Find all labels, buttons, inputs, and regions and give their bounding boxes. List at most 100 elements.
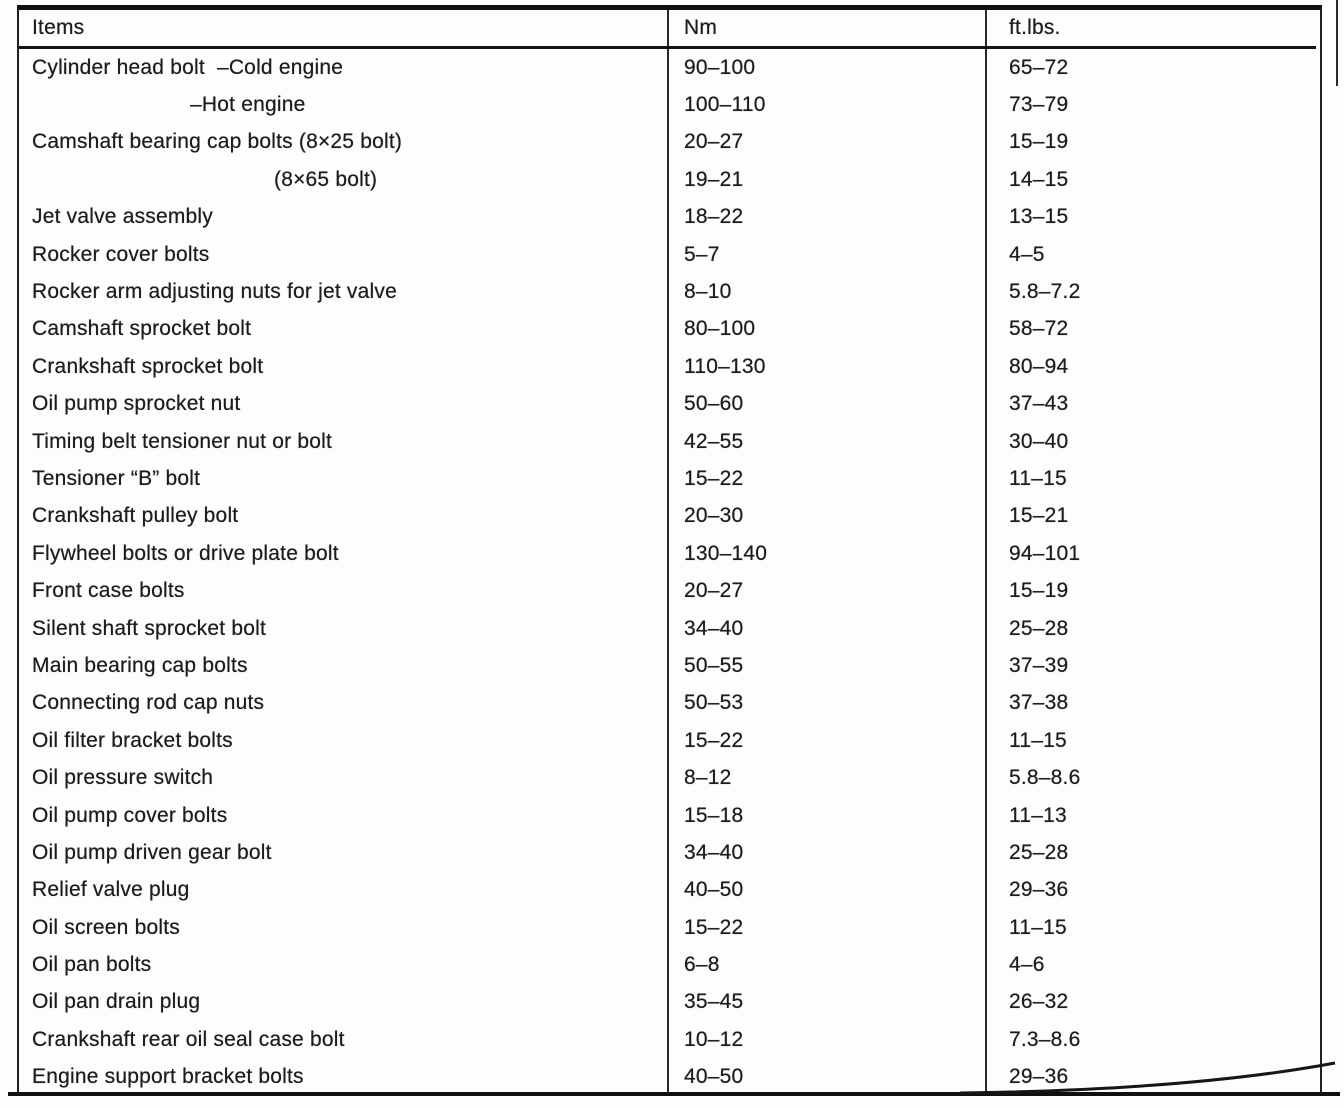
nm-value: 15–22 — [667, 460, 986, 498]
item-cell: Crankshaft pulley bolt — [19, 498, 668, 535]
table-row: (8×65 bolt) 19–21 14–15 — [19, 161, 1316, 199]
nm-value: 15–18 — [667, 796, 986, 835]
item-label: Crankshaft rear oil seal case bolt — [32, 1027, 345, 1051]
item-cell: Oil filter bracket bolts — [19, 722, 668, 759]
item-label: Oil filter bracket bolts — [32, 728, 233, 752]
ftlbs-value: 25–28 — [985, 609, 1316, 648]
nm-value: 50–60 — [667, 385, 986, 423]
table-row: Main bearing cap bolts 50–55 37–39 — [19, 647, 1316, 685]
ftlbs-value: 80–94 — [985, 348, 1316, 386]
item-label: Oil pan bolts — [32, 953, 152, 977]
table-row: Oil pump driven gear bolt 34–40 25–28 — [19, 834, 1316, 872]
table-row: Flywheel bolts or drive plate bolt 130–1… — [19, 535, 1316, 573]
ftlbs-value: 11–15 — [985, 908, 1316, 947]
item-cell: Rocker cover bolts — [19, 236, 668, 273]
item-label: Crankshaft sprocket bolt — [32, 354, 264, 378]
ftlbs-value: 11–15 — [985, 460, 1316, 498]
item-cell: Main bearing cap bolts — [19, 647, 668, 684]
table-row: Rocker arm adjusting nuts for jet valve … — [19, 273, 1316, 311]
ftlbs-value: 58–72 — [985, 310, 1316, 349]
ftlbs-value: 5.8–8.6 — [985, 759, 1316, 797]
table-row: Cylinder head bolt –Cold engine 90–100 6… — [19, 47, 1316, 87]
item-cell: (8×65 bolt) — [19, 161, 668, 198]
table-row: Oil filter bracket bolts 15–22 11–15 — [19, 722, 1316, 760]
item-label: Oil pump cover bolts — [32, 803, 228, 827]
item-cell: Oil pan bolts — [19, 946, 668, 983]
nm-value: 40–50 — [667, 871, 986, 909]
ftlbs-value: 15–21 — [985, 497, 1316, 536]
table-row: Camshaft bearing cap bolts (8×25 bolt) 2… — [19, 123, 1316, 162]
item-cell: Oil pressure switch — [19, 759, 668, 796]
item-label: Tensioner “B” bolt — [32, 466, 201, 490]
item-cell: Jet valve assembly — [19, 199, 668, 236]
ftlbs-value: 13–15 — [985, 198, 1316, 236]
ftlbs-value: 14–15 — [985, 161, 1316, 199]
ftlbs-value: 26–32 — [985, 983, 1316, 1022]
item-label: Engine support bracket bolts — [32, 1065, 304, 1089]
nm-value: 130–140 — [667, 535, 986, 573]
nm-value: 40–50 — [667, 1058, 986, 1096]
table-row: Connecting rod cap nuts 50–53 37–38 — [19, 684, 1316, 723]
ftlbs-value: 30–40 — [985, 422, 1316, 461]
item-cell: Connecting rod cap nuts — [19, 685, 668, 722]
torque-spec-table-frame: Items Nm ft.lbs. Cylinder head bolt –Col… — [17, 5, 1322, 1096]
nm-value: 42–55 — [667, 422, 986, 461]
ftlbs-value: 4–6 — [985, 946, 1316, 984]
nm-value: 8–12 — [667, 759, 986, 797]
item-cell: Crankshaft sprocket bolt — [19, 348, 668, 385]
item-label: Jet valve assembly — [32, 205, 214, 229]
nm-value: 15–22 — [667, 908, 986, 947]
item-cell: Oil pan drain plug — [19, 984, 668, 1021]
item-label: Oil pan drain plug — [32, 990, 201, 1014]
item-label: Rocker cover bolts — [32, 242, 210, 266]
item-label: Silent shaft sprocket bolt — [32, 616, 266, 640]
table-row: Oil pan drain plug 35–45 26–32 — [19, 983, 1316, 1022]
item-cell: –Hot engine — [19, 86, 668, 123]
item-cell: Tensioner “B” bolt — [19, 460, 668, 497]
item-cell: Front case bolts — [19, 572, 668, 609]
item-cell: Engine support bracket bolts — [19, 1059, 668, 1096]
item-label: Camshaft bearing cap bolts (8×25 bolt) — [32, 130, 403, 154]
nm-value: 20–27 — [667, 572, 986, 610]
ftlbs-value: 29–36 — [985, 871, 1316, 909]
table-body: Cylinder head bolt –Cold engine 90–100 6… — [19, 47, 1316, 1096]
table-row: Timing belt tensioner nut or bolt 42–55 … — [19, 422, 1316, 461]
item-cell: Silent shaft sprocket bolt — [19, 610, 668, 647]
ftlbs-value: 37–39 — [985, 647, 1316, 685]
item-cell: Oil pump cover bolts — [19, 797, 668, 834]
item-label: Crankshaft pulley bolt — [32, 504, 239, 528]
nm-value: 8–10 — [667, 273, 986, 311]
col-header-nm: Nm — [667, 10, 986, 49]
item-cell: Camshaft sprocket bolt — [19, 311, 668, 348]
item-label: Connecting rod cap nuts — [32, 691, 265, 715]
nm-value: 110–130 — [667, 348, 986, 386]
item-cell: Rocker arm adjusting nuts for jet valve — [19, 273, 668, 310]
item-cell: Relief valve plug — [19, 872, 668, 909]
table-row: Camshaft sprocket bolt 80–100 58–72 — [19, 310, 1316, 349]
ftlbs-value: 15–19 — [985, 572, 1316, 610]
item-label: Flywheel bolts or drive plate bolt — [32, 541, 339, 565]
ftlbs-value: 37–43 — [985, 385, 1316, 423]
torque-spec-table: Items Nm ft.lbs. Cylinder head bolt –Col… — [19, 10, 1316, 1096]
table-row: Engine support bracket bolts 40–50 29–36 — [19, 1058, 1316, 1096]
nm-value: 6–8 — [667, 946, 986, 984]
table-bottom-rule — [8, 1092, 1340, 1096]
ftlbs-value: 15–19 — [985, 123, 1316, 162]
ftlbs-value: 65–72 — [985, 47, 1316, 87]
nm-value: 20–27 — [667, 123, 986, 162]
table-row: Oil pressure switch 8–12 5.8–8.6 — [19, 759, 1316, 797]
item-label: Oil pump driven gear bolt — [32, 840, 272, 864]
item-cell: Camshaft bearing cap bolts (8×25 bolt) — [19, 124, 668, 161]
nm-value: 90–100 — [667, 47, 986, 87]
nm-value: 10–12 — [667, 1021, 986, 1059]
item-label: Oil pump sprocket nut — [32, 392, 241, 416]
ftlbs-value: 94–101 — [985, 535, 1316, 573]
item-label: Camshaft sprocket bolt — [32, 317, 252, 341]
item-label: (8×65 bolt) — [274, 167, 378, 191]
item-label: Timing belt tensioner nut or bolt — [32, 429, 332, 453]
item-label: –Hot engine — [190, 93, 306, 117]
ftlbs-value: 37–38 — [985, 684, 1316, 723]
nm-value: 35–45 — [667, 983, 986, 1022]
table-row: Crankshaft sprocket bolt 110–130 80–94 — [19, 348, 1316, 386]
